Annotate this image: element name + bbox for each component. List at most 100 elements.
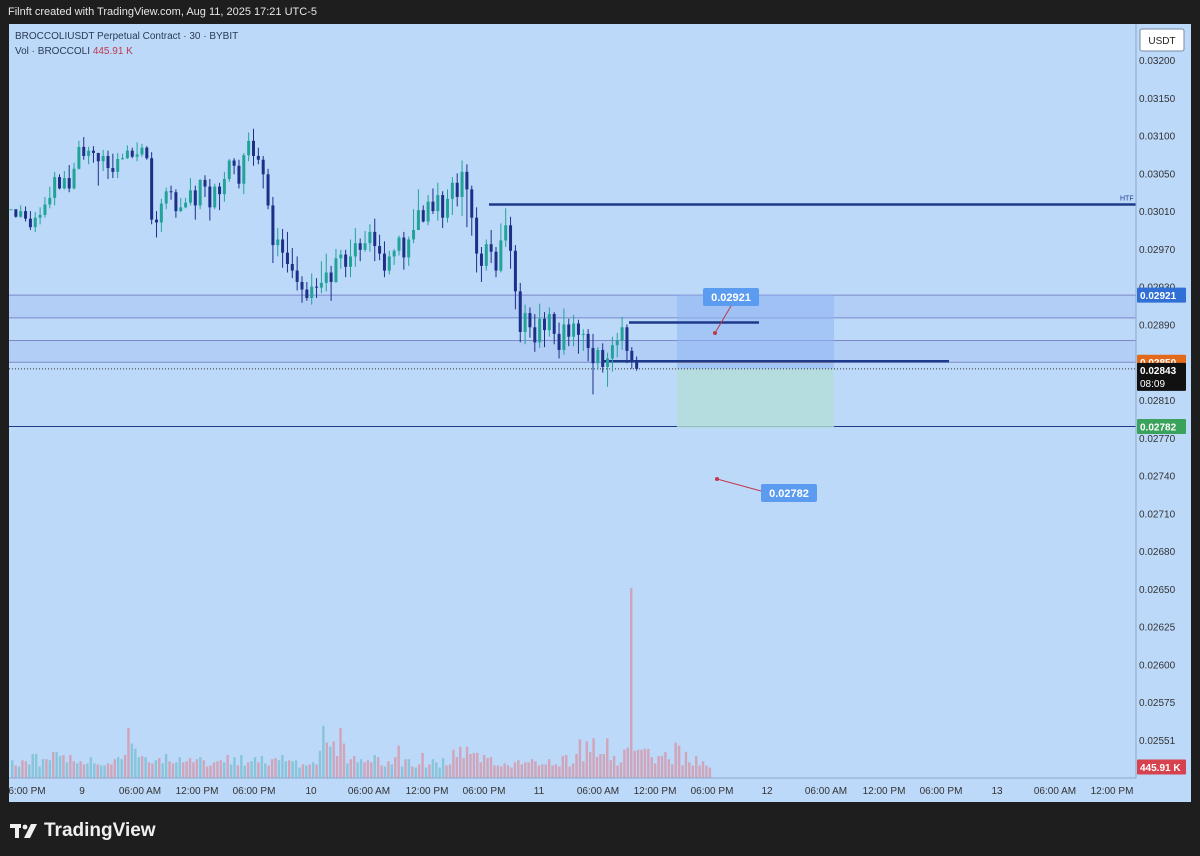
- volume-bar: [171, 763, 175, 778]
- candle-body: [58, 177, 61, 189]
- candle-body: [378, 246, 382, 254]
- volume-bar: [110, 764, 113, 778]
- time-tick-label: 06:00 PM: [920, 786, 963, 797]
- supply-zone-band: [9, 295, 1136, 318]
- htf-label: HTF: [1120, 196, 1134, 203]
- volume-bar: [182, 762, 185, 778]
- candle-body: [266, 174, 270, 206]
- volume-bar: [558, 766, 561, 778]
- candle-body: [106, 155, 110, 169]
- candle-body: [77, 146, 81, 169]
- chart-panel[interactable]: HTF 0.02921 0.02782 0.03200 0.03150 0.03100 0.…: [9, 24, 1191, 802]
- candle-body: [494, 251, 498, 271]
- candle-body: [174, 192, 178, 212]
- volume-bar: [41, 759, 45, 778]
- candle-body: [237, 165, 241, 184]
- candle-body: [9, 209, 13, 211]
- volume-bar: [438, 767, 441, 778]
- time-tick-label: 12:00 PM: [863, 786, 906, 797]
- volume-bar: [506, 765, 510, 778]
- volume-bar: [353, 756, 356, 778]
- candle-body: [218, 186, 222, 195]
- candle-body: [513, 250, 517, 292]
- candle-body: [596, 349, 600, 364]
- volume-bar: [452, 749, 455, 778]
- volume-bar: [48, 760, 52, 778]
- volume-bar: [209, 765, 212, 778]
- volume-bar: [281, 755, 284, 778]
- candle-body: [567, 324, 571, 337]
- volume-bar: [65, 762, 69, 778]
- volume-bar: [677, 745, 681, 778]
- volume-bar: [123, 755, 127, 778]
- candle-body: [208, 186, 212, 208]
- volume-bar: [568, 766, 571, 778]
- volume-bar: [89, 757, 93, 778]
- volume-bar: [257, 762, 260, 778]
- price-tick-label: 0.03050: [1139, 169, 1176, 180]
- volume-bar: [431, 759, 435, 778]
- candle-body: [101, 155, 105, 162]
- volume-bar: [414, 767, 417, 778]
- candle-body: [125, 150, 129, 159]
- volume-bar: [623, 749, 626, 778]
- volume-bar: [688, 762, 691, 778]
- candle-body: [479, 253, 483, 266]
- volume-bar: [496, 765, 500, 778]
- candle-body: [412, 230, 416, 240]
- volume-bar: [294, 760, 298, 778]
- volume-bar: [407, 759, 411, 778]
- candle-body: [242, 155, 246, 184]
- time-tick-label: 12:00 PM: [634, 786, 677, 797]
- candle-body: [310, 286, 314, 298]
- target-pointer-dot: [713, 331, 717, 335]
- price-tick-label: 0.02710: [1139, 509, 1176, 520]
- volume-bar: [397, 745, 400, 778]
- volume-bar: [298, 767, 301, 778]
- volume-bar: [267, 765, 270, 778]
- volume-bar: [243, 765, 246, 778]
- candle-body: [349, 256, 352, 267]
- candle-body: [91, 150, 95, 153]
- price-tick-label: 0.02770: [1139, 434, 1176, 445]
- volume-bar: [34, 753, 38, 778]
- time-tick-label: 6:00 PM: [9, 786, 46, 797]
- volume-bar: [62, 755, 65, 778]
- volume-bar: [130, 743, 134, 778]
- volume-bar: [246, 762, 250, 778]
- candle-body: [295, 270, 299, 282]
- tradingview-logo-text: TradingView: [44, 820, 156, 841]
- volume-bar: [681, 765, 684, 778]
- candle-body: [130, 150, 134, 157]
- candle-body: [441, 195, 445, 218]
- candle-body: [203, 179, 207, 187]
- volume-bar: [308, 764, 311, 778]
- candle-body: [135, 154, 139, 157]
- stop-price-tag: 0.02782: [769, 488, 809, 500]
- target-pointer-line: [714, 305, 732, 334]
- tradingview-logo[interactable]: TradingView: [10, 820, 156, 842]
- volume-bar: [161, 763, 164, 778]
- target-zone: [677, 295, 834, 369]
- candle-body: [581, 333, 585, 335]
- volume-bar: [75, 763, 79, 778]
- volume-bar: [674, 742, 677, 778]
- volume-bar: [137, 757, 140, 778]
- volume-bar: [417, 764, 421, 778]
- attribution-bar: Filnft created with TradingView.com, Aug…: [0, 0, 1200, 24]
- candle-body: [450, 182, 454, 199]
- volume-bar: [404, 759, 407, 778]
- volume-bar: [500, 766, 503, 778]
- volume-bar: [31, 753, 34, 778]
- candle-body: [572, 323, 576, 337]
- volume-bar: [55, 751, 58, 778]
- volume-bar: [585, 741, 588, 778]
- volume-bar: [356, 762, 359, 778]
- volume-bar: [390, 764, 394, 778]
- candle-body: [227, 160, 231, 179]
- volume-bar: [394, 757, 397, 778]
- price-chart[interactable]: HTF 0.02921 0.02782 0.03200 0.03150 0.03100 0.…: [9, 24, 1191, 802]
- volume-bar: [168, 761, 171, 778]
- candle-body: [606, 358, 610, 367]
- volume-bar: [120, 759, 123, 778]
